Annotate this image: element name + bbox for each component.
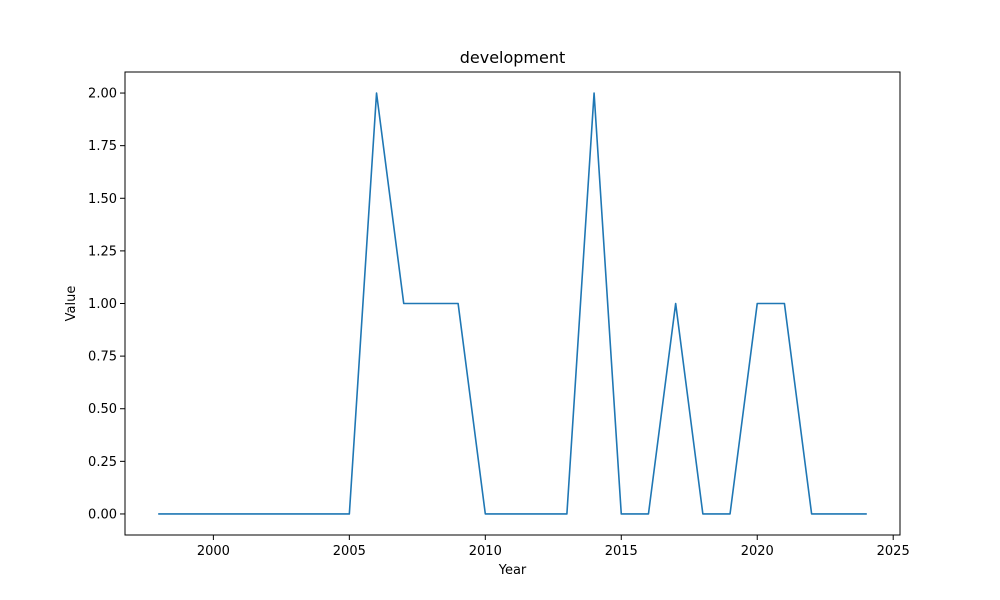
y-tick-label: 1.00 — [88, 297, 117, 312]
y-tick-label: 0.00 — [88, 507, 117, 522]
y-tick-label: 1.50 — [88, 192, 117, 207]
x-tick-label: 2000 — [197, 544, 230, 559]
y-axis-title: Value — [64, 286, 79, 322]
x-tick-label: 2005 — [333, 544, 366, 559]
x-tick-label: 2020 — [741, 544, 774, 559]
y-tick-label: 1.75 — [88, 139, 117, 154]
x-tick-label: 2025 — [877, 544, 910, 559]
series-layer — [158, 92, 867, 515]
y-tick-label: 0.50 — [88, 402, 117, 417]
series-line — [158, 92, 867, 515]
x-axis: 2000 2005 2010 2015 2020 2025 — [197, 535, 910, 559]
y-tick-label: 1.25 — [88, 244, 117, 259]
y-axis: 0.00 0.25 0.50 0.75 1.00 1.25 1.50 1.75 2.00 — [88, 87, 125, 522]
y-tick-label: 2.00 — [88, 87, 117, 102]
x-tick-label: 2015 — [605, 544, 638, 559]
y-tick-label: 0.25 — [88, 455, 117, 470]
y-tick-label: 0.75 — [88, 350, 117, 365]
chart-title: development — [460, 48, 566, 67]
x-axis-title: Year — [498, 563, 527, 578]
x-tick-label: 2010 — [469, 544, 502, 559]
